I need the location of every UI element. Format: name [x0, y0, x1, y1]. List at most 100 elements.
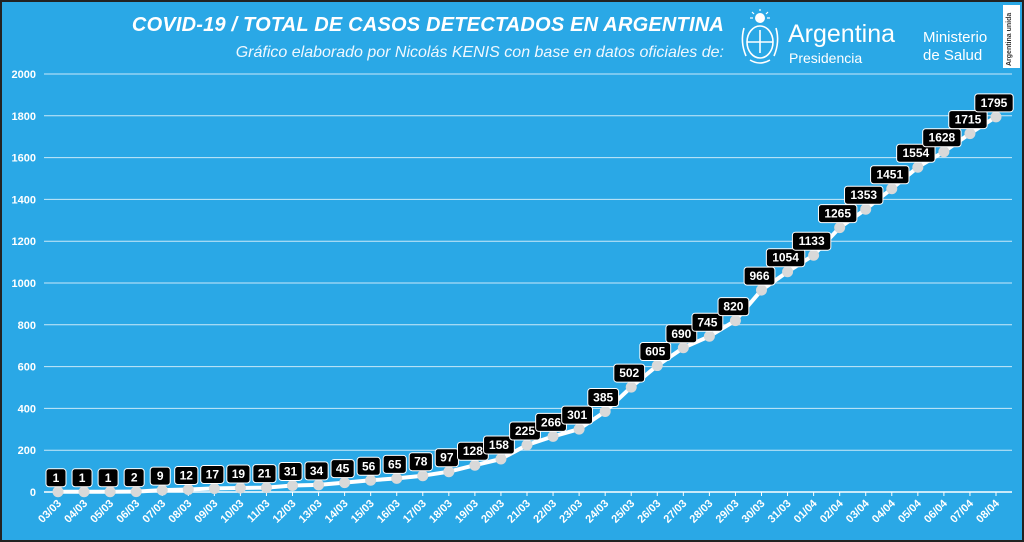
x-tick-label: 13/03 [297, 498, 325, 526]
ministerio-de-salud-logo: Ministerio de Salud [923, 29, 987, 65]
data-label-box [613, 363, 646, 383]
data-label-box [149, 466, 171, 486]
data-label-box [561, 405, 594, 425]
data-point [78, 486, 90, 498]
data-label: 9 [157, 469, 164, 483]
x-tick-label: 27/03 [662, 498, 690, 526]
data-label-box [483, 435, 515, 455]
data-point [156, 484, 168, 496]
data-label: 78 [414, 455, 428, 469]
x-tick-label: 26/03 [635, 498, 663, 526]
data-point [651, 360, 663, 372]
data-point [677, 342, 689, 354]
x-tick-label: 01/04 [792, 497, 821, 526]
data-label: 820 [723, 300, 743, 314]
data-label: 34 [310, 464, 324, 478]
data-point [547, 430, 559, 442]
data-label: 12 [180, 468, 194, 482]
data-label-box [665, 324, 698, 344]
ministerio-line-2: de Salud [923, 47, 983, 64]
data-label: 1133 [799, 234, 825, 248]
data-point [391, 472, 403, 484]
data-point [834, 222, 846, 234]
data-label: 1353 [850, 188, 877, 202]
argentina-unida-badge [1003, 5, 1020, 68]
data-label: 65 [388, 457, 402, 471]
data-point [495, 453, 507, 465]
gridlines [44, 73, 1012, 493]
data-label-box [765, 248, 806, 268]
x-tick-label: 06/04 [922, 497, 951, 526]
y-tick-label: 1000 [12, 278, 36, 290]
y-tick-label: 1600 [12, 153, 36, 165]
data-point [52, 486, 64, 498]
x-tick-label: 23/03 [557, 498, 585, 526]
data-point [808, 249, 820, 261]
x-tick-label: 07/04 [948, 497, 977, 526]
y-axis: 0 200 400 600 800 1000 1200 1400 1600 1800 2000 [12, 69, 36, 499]
argentina-presidencia-logo: Argentina Presidencia [738, 8, 918, 68]
data-label: 2 [131, 471, 138, 485]
x-tick-label: 05/04 [896, 497, 925, 526]
x-tick-label: 24/03 [583, 498, 611, 526]
data-point [365, 474, 377, 486]
data-label-box [97, 468, 119, 488]
data-label-box [123, 468, 145, 488]
x-tick-label: 17/03 [401, 498, 429, 526]
data-label: 1 [105, 471, 112, 485]
x-tick-label: 15/03 [349, 498, 377, 526]
data-label-box [587, 388, 620, 408]
y-tick-label: 200 [18, 445, 36, 457]
series-markers [52, 111, 1002, 498]
data-label: 690 [671, 327, 691, 341]
x-tick-label: 21/03 [505, 498, 533, 526]
data-label: 301 [567, 408, 587, 422]
data-point [964, 128, 976, 140]
data-point [756, 284, 767, 296]
data-label: 97 [440, 451, 454, 465]
data-label: 225 [515, 424, 535, 438]
x-tick-label: 08/03 [166, 498, 194, 526]
x-tick-label: 14/03 [323, 498, 351, 526]
data-point [469, 459, 481, 471]
x-tick-label: 07/03 [140, 498, 168, 526]
data-point [182, 483, 194, 495]
data-label: 17 [206, 467, 220, 481]
x-tick-label: 12/03 [271, 498, 299, 526]
data-label-box [382, 454, 407, 474]
data-label: 1715 [955, 113, 982, 127]
data-point [104, 486, 116, 498]
data-label: 1795 [981, 96, 1008, 110]
data-label-box [948, 110, 988, 130]
data-point [260, 482, 272, 494]
data-label: 1628 [929, 131, 956, 145]
data-label: 745 [697, 315, 717, 329]
presidencia-logo-text: Presidencia [789, 50, 863, 66]
data-label: 1 [79, 471, 86, 485]
x-tick-label: 05/03 [88, 498, 116, 526]
data-point [912, 161, 924, 173]
chart-title: COVID-19 / TOTAL DE CASOS DETECTADOS EN … [131, 14, 724, 36]
argentina-logo-text: Argentina [788, 20, 896, 48]
x-tick-label: 25/03 [609, 498, 637, 526]
y-tick-label: 1800 [12, 111, 36, 123]
data-point [339, 477, 351, 489]
data-label-box [743, 266, 776, 286]
data-label-box [71, 468, 93, 488]
data-point [860, 203, 872, 215]
data-label-box [896, 143, 936, 163]
data-label: 45 [336, 462, 350, 476]
data-label-box [974, 93, 1014, 113]
x-tick-label: 03/03 [36, 498, 64, 526]
x-tick-label: 02/04 [818, 497, 847, 526]
data-point [313, 479, 325, 491]
x-tick-label: 16/03 [375, 498, 403, 526]
y-tick-label: 0 [30, 487, 36, 499]
x-tick-label: 22/03 [531, 498, 559, 526]
data-label: 502 [619, 366, 639, 380]
data-point [130, 486, 142, 498]
y-tick-label: 400 [18, 403, 36, 415]
x-tick-label: 03/04 [844, 497, 873, 526]
x-tick-label: 28/03 [688, 498, 716, 526]
